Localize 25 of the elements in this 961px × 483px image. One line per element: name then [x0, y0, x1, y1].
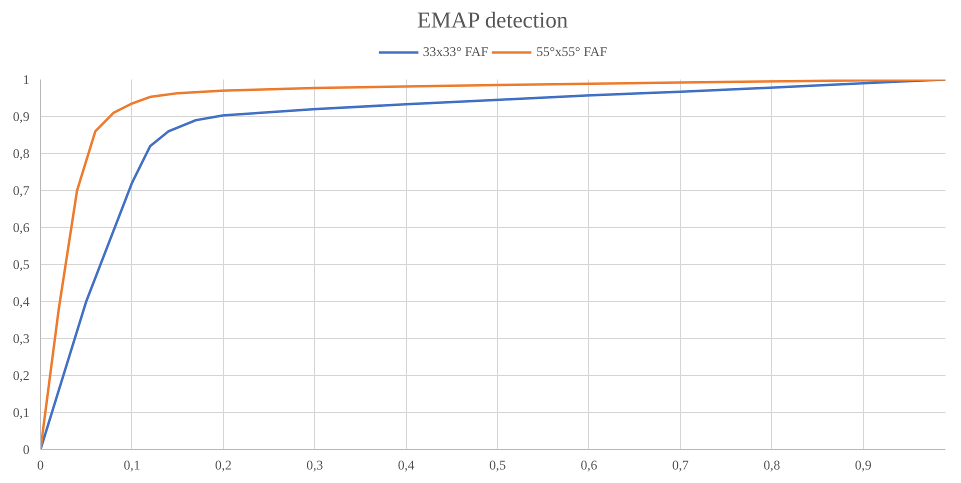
- y-tick-label: 0,7: [12, 183, 30, 198]
- y-tick-label: 0,2: [12, 368, 30, 383]
- y-tick-label: 0,1: [12, 405, 30, 420]
- x-tick-label: 0,2: [215, 458, 232, 472]
- y-tick-label: 1: [22, 72, 30, 87]
- y-tick-label: 0,3: [12, 331, 30, 346]
- x-tick-label: 0,7: [672, 458, 690, 472]
- x-tick-label: 0,3: [306, 458, 324, 472]
- x-tick-label: 0,1: [124, 458, 140, 472]
- x-tick-label: 0: [37, 458, 44, 472]
- y-tick-label: 0,4: [12, 294, 30, 309]
- x-tick-label: 0,5: [489, 458, 506, 472]
- y-tick-label: 0,8: [12, 146, 30, 161]
- x-tick-label: 0,4: [398, 458, 415, 472]
- chart-title: EMAP detection: [417, 8, 568, 32]
- x-tick-label: 0,8: [763, 458, 780, 472]
- legend-label: 55°x55° FAF: [536, 44, 608, 60]
- x-tick-label: 0,6: [580, 458, 598, 472]
- line-series: [40, 80, 946, 450]
- x-tick-label: 0,9: [854, 458, 872, 472]
- y-tick-label: 0,5: [12, 257, 30, 272]
- y-tick-label: 0: [22, 442, 30, 457]
- legend-label: 33x33° FAF: [422, 44, 488, 60]
- y-tick-label: 0,9: [12, 109, 30, 124]
- y-tick-label: 0,6: [12, 220, 30, 235]
